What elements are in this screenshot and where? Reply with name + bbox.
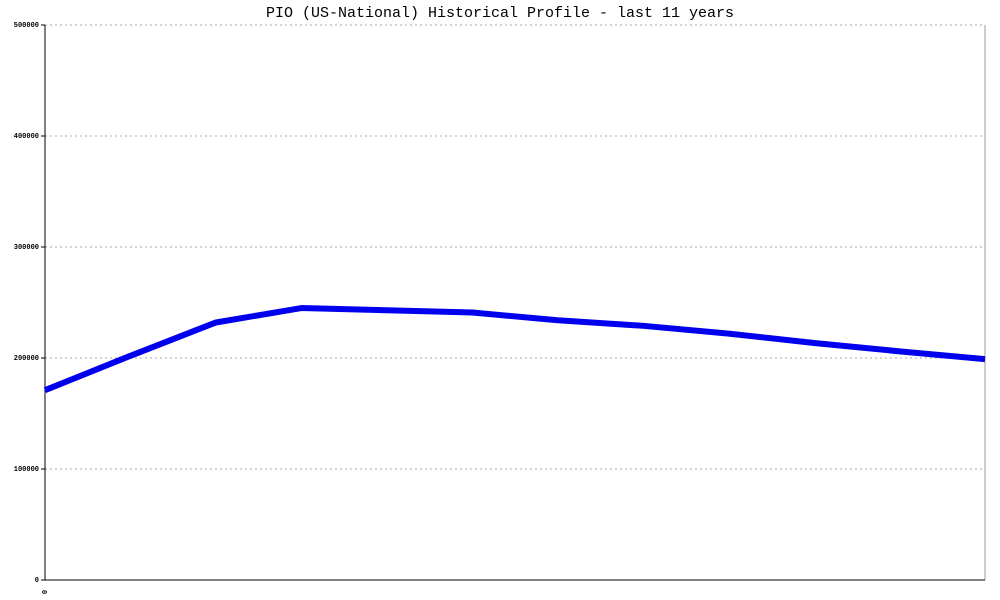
y-tick-label: 0 [35,577,39,585]
x-tick-label: 0 [42,590,50,594]
y-tick-label: 300000 [14,244,39,252]
y-tick-label: 200000 [14,355,39,363]
data-line [43,305,986,393]
y-tick-label: 400000 [14,133,39,141]
chart-title: PIO (US-National) Historical Profile - l… [266,5,734,22]
y-tick-label: 100000 [14,466,39,474]
y-tick-label: 500000 [14,22,39,30]
